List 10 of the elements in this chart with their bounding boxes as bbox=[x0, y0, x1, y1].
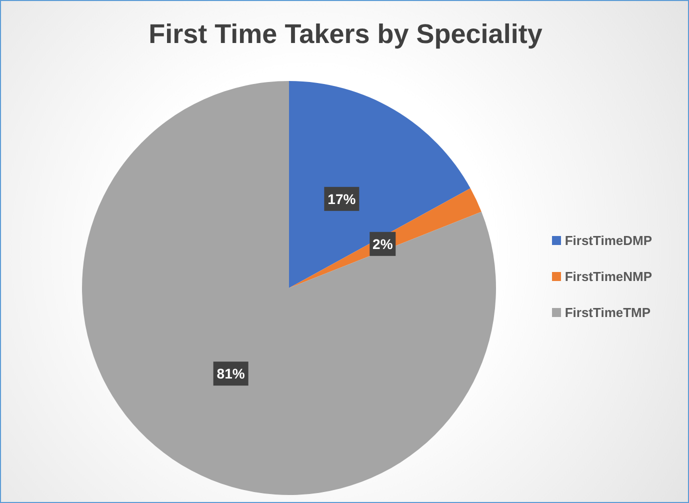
legend-label: FirstTimeNMP bbox=[564, 269, 652, 284]
data-label: 17% bbox=[328, 190, 356, 207]
data-label: 81% bbox=[216, 366, 246, 382]
legend-label: FirstTimeDMP bbox=[564, 233, 652, 248]
pie-slice bbox=[82, 81, 496, 495]
legend-label: FirstTimeTMP bbox=[564, 305, 651, 320]
pie-slice bbox=[289, 188, 482, 288]
pie-slice bbox=[289, 81, 470, 288]
data-label: 2% bbox=[372, 236, 394, 252]
chart-title: First Time Takers by Speciality bbox=[148, 19, 544, 50]
